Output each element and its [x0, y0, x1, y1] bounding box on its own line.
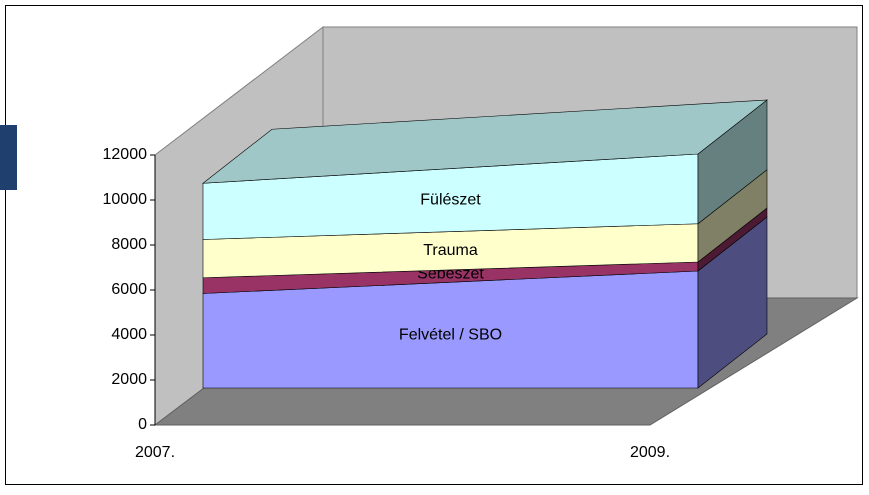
y-tick-label: 2000: [111, 371, 147, 388]
chart-border: [5, 5, 863, 485]
side-tab: [0, 125, 17, 190]
area-top: [202, 99, 768, 184]
y-tick-label: 8000: [111, 236, 147, 253]
x-tick-label: 2007.: [135, 444, 175, 461]
series-label: Fülészet: [420, 191, 481, 208]
series-label: Trauma: [423, 242, 478, 259]
y-tick-label: 6000: [111, 281, 147, 298]
x-tick-label: 2009.: [630, 444, 670, 461]
y-tick-label: 10000: [103, 191, 148, 208]
y-tick-label: 12000: [103, 146, 148, 163]
y-tick-label: 0: [138, 416, 147, 433]
y-tick-label: 4000: [111, 326, 147, 343]
series-label: Felvétel / SBO: [399, 326, 502, 343]
